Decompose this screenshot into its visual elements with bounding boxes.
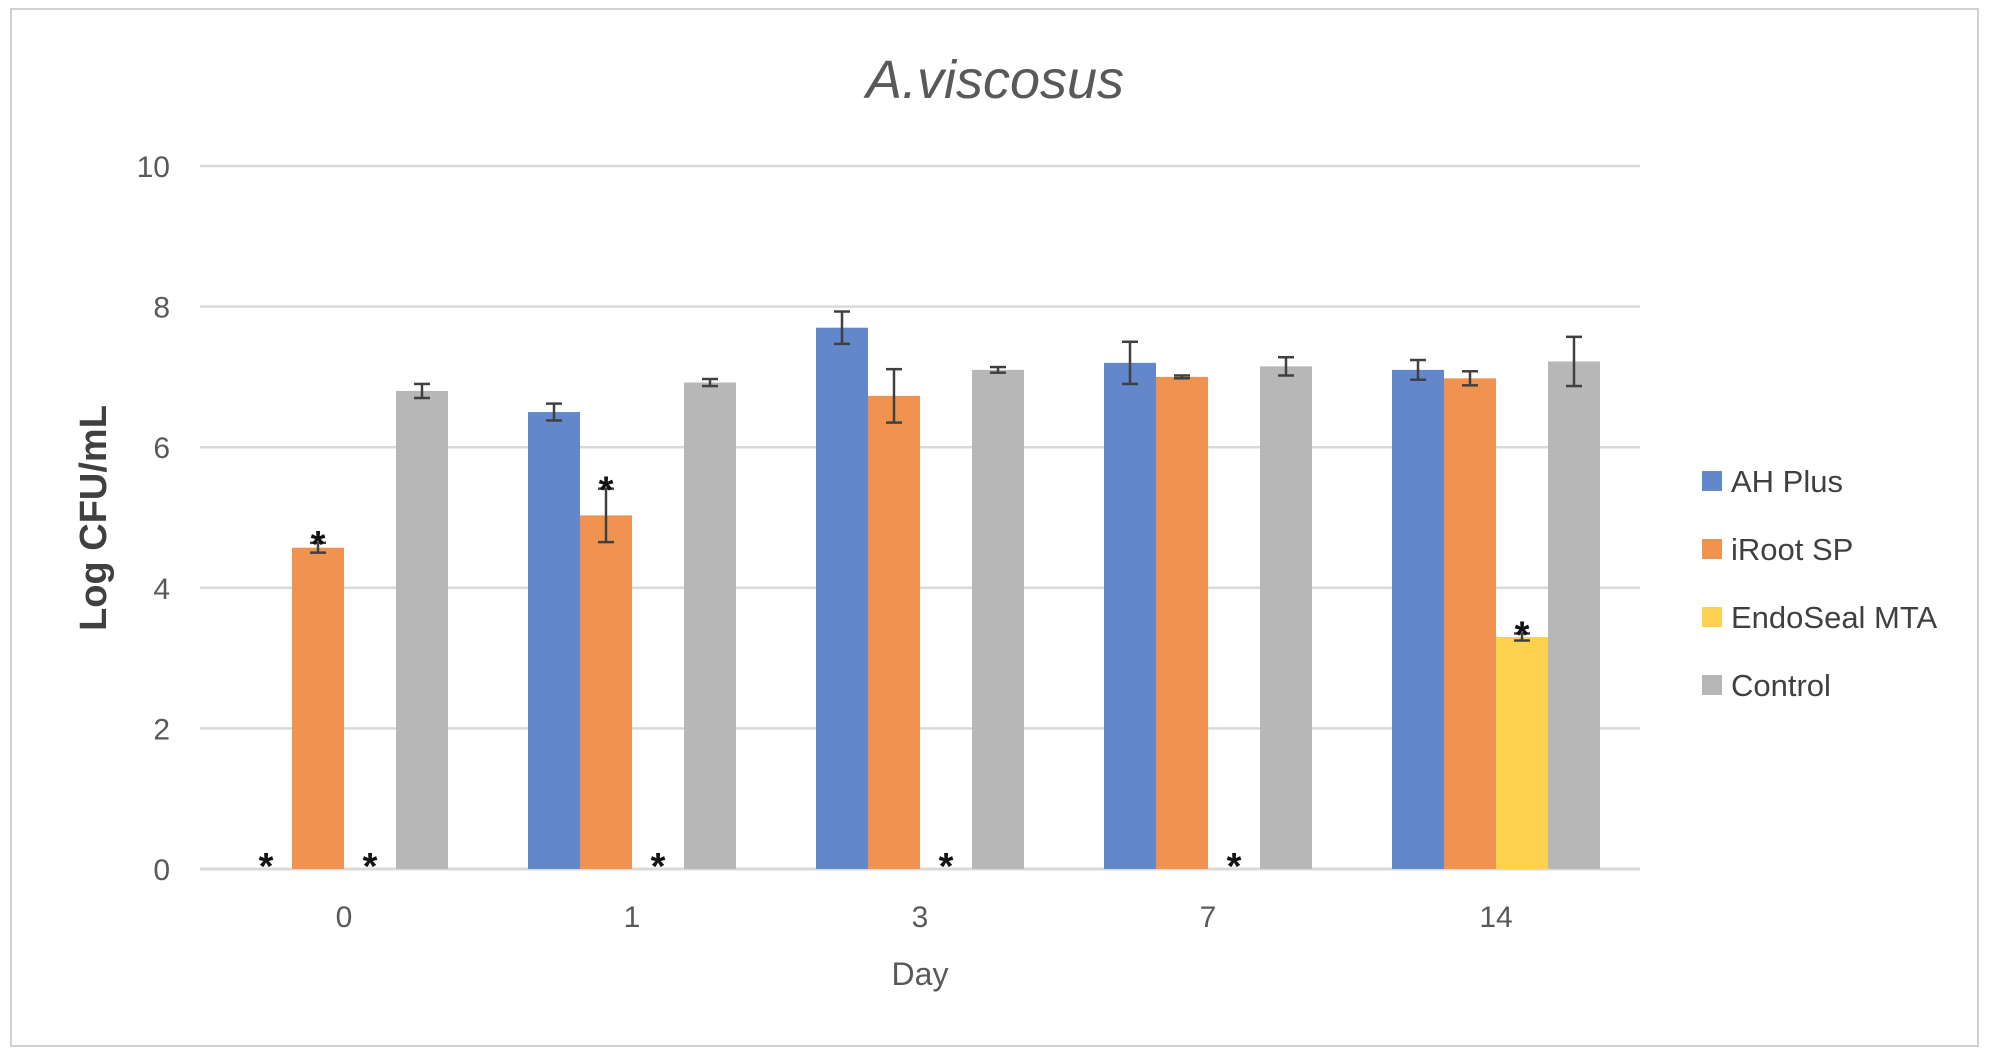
legend-swatch xyxy=(1702,539,1722,559)
bar xyxy=(684,382,736,869)
y-tick-label: 6 xyxy=(153,432,170,465)
x-tick-labels: 0 1 3 7 14 xyxy=(336,901,1513,934)
bar xyxy=(868,395,920,869)
significance-star: * xyxy=(311,524,326,566)
y-axis-label: Log CFU/mL xyxy=(73,405,115,631)
bar xyxy=(1156,376,1208,869)
significance-markers: * * * * * * * * xyxy=(259,470,1530,888)
bar xyxy=(1392,369,1444,869)
significance-star: * xyxy=(599,470,614,512)
legend-label: Control xyxy=(1731,668,1831,703)
significance-star: * xyxy=(939,846,954,888)
bar xyxy=(1104,362,1156,869)
y-tick-label: 2 xyxy=(153,713,170,746)
bar xyxy=(1496,637,1548,869)
x-tick-label: 0 xyxy=(336,901,353,934)
significance-star: * xyxy=(651,846,666,888)
bar xyxy=(528,412,580,869)
bar xyxy=(816,327,868,869)
legend-swatch xyxy=(1702,675,1722,695)
legend-swatch xyxy=(1702,607,1722,627)
bar xyxy=(1444,378,1496,869)
y-tick-label: 4 xyxy=(153,573,170,606)
significance-star: * xyxy=(1227,846,1242,888)
legend-swatch xyxy=(1702,471,1722,491)
bar xyxy=(1260,366,1312,869)
y-tick-label: 8 xyxy=(153,292,170,325)
legend-label: AH Plus xyxy=(1731,464,1843,499)
x-tick-label: 1 xyxy=(624,901,641,934)
bar xyxy=(972,369,1024,869)
bars xyxy=(292,327,1600,869)
bar xyxy=(396,390,448,869)
y-tick-labels: 0 2 4 6 8 10 xyxy=(137,151,170,887)
legend: AH Plus iRoot SP EndoSeal MTA Control xyxy=(1702,464,1938,703)
chart-title: A.viscosus xyxy=(863,50,1124,110)
significance-star: * xyxy=(363,846,378,888)
significance-star: * xyxy=(259,846,274,888)
x-tick-label: 3 xyxy=(912,901,929,934)
legend-label: EndoSeal MTA xyxy=(1731,600,1938,635)
bar xyxy=(292,547,344,869)
x-tick-label: 7 xyxy=(1200,901,1217,934)
legend-label: iRoot SP xyxy=(1731,532,1853,567)
y-tick-label: 10 xyxy=(137,151,170,184)
bar xyxy=(580,515,632,869)
x-tick-label: 14 xyxy=(1479,901,1512,934)
significance-star: * xyxy=(1515,614,1530,656)
error-bars xyxy=(310,310,1582,642)
y-tick-label: 0 xyxy=(153,854,170,887)
x-axis-label: Day xyxy=(892,956,949,992)
bar xyxy=(1548,361,1600,869)
